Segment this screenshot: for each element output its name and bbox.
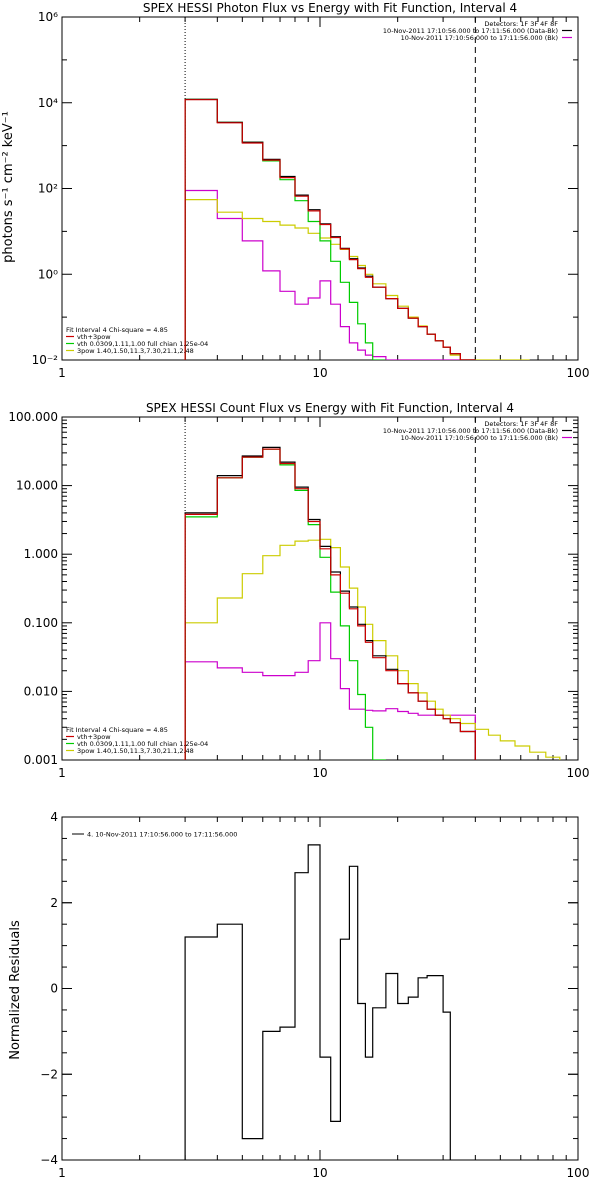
residuals-legend-text: 4. 10-Nov-2011 17:10:56.000 to 17:11:56.… [87,831,237,839]
photon-flux-title: SPEX HESSI Photon Flux vs Energy with Fi… [143,1,517,15]
count-flux-panel: SPEX HESSI Count Flux vs Energy with Fit… [8,401,589,780]
residuals-y-tick-label: 4 [50,810,58,824]
residuals-y-tick-label: −4 [40,1153,58,1167]
photon-flux-series-fit-total [184,99,476,360]
count-flux-info-line: Detectors: 1F 3F 4F 8F [484,420,558,428]
count-flux-y-tick-label: 100.000 [8,410,58,424]
photon-flux-y-tick-label: 10² [38,182,58,196]
count-flux-series-group [184,446,561,760]
count-flux-frame [61,416,579,761]
residuals-y-tick-label: 0 [50,982,58,996]
residuals-x-tick-label: 1 [58,1166,66,1180]
count-flux-series-data-minus-bk [184,446,476,760]
photon-flux-info-line: 10-Nov-2011 17:10:56.000 to 17:11:56.000… [383,27,558,35]
photon-flux-x-tick-label: 100 [567,366,590,380]
photon-flux-frame [61,16,579,361]
count-flux-title: SPEX HESSI Count Flux vs Energy with Fit… [146,401,514,415]
residuals-y-tick-label: 2 [50,896,58,910]
photon-flux-y-tick-label: 10⁶ [38,10,58,24]
count-flux-series-power-law-component [184,538,561,760]
count-flux-info-line: 10-Nov-2011 17:10:56.000 to 17:11:56.000… [383,427,558,435]
residuals-y-axis-label: Normalized Residuals [8,920,23,1060]
count-flux-fit-line: Fit Interval 4 Chi-square = 4.85 [66,726,168,734]
count-flux-series-fit-total [184,448,476,760]
count-flux-x-tick-label: 10 [312,766,327,780]
count-flux-fit-line: vth 0.0309,1.11,1.00 full chian 1.25e-04 [77,740,208,748]
photon-flux-info-line: 10-Nov-2011 17:10:56.000 to 17:11:56.000… [401,34,558,42]
count-flux-x-tick-label: 1 [58,766,66,780]
residuals-y-tick-label: −2 [40,1067,58,1081]
photon-flux-plot-area: 1 10 100 10⁻² 10⁰ 10² 10⁴ 10⁶ Detectors: 1F 3F 4… [32,10,590,380]
count-flux-y-tick-label: 0.010 [24,684,58,698]
residuals-plot-area: 1 10 100 −4 −2 0 2 4 [40,810,589,1180]
count-flux-y-tick-label: 0.100 [24,616,58,630]
photon-flux-y-axis-label: photons s⁻¹ cm⁻² keV⁻¹ [1,111,16,263]
photon-flux-series-power-law-component [184,199,530,360]
photon-flux-series-group [184,98,530,360]
count-flux-series-thermal-component [184,448,386,760]
residuals-series-group [184,844,451,1160]
count-flux-plot-area: 1 10 100 0.001 0.010 0.100 1.000 10.000 100.000 D… [8,410,589,780]
count-flux-x-tick-label: 100 [567,766,590,780]
photon-flux-fit-line: Fit Interval 4 Chi-square = 4.85 [66,326,168,334]
photon-flux-series-thermal-component [184,98,386,360]
count-flux-y-tick-label: 0.001 [24,753,58,767]
photon-flux-fit-line: 3pow 1.40,1.50,11.3,7.30,21.1,2.48 [77,347,194,355]
residuals-x-tick-label: 10 [312,1166,327,1180]
photon-flux-panel: SPEX HESSI Photon Flux vs Energy with Fi… [1,1,589,380]
count-flux-fit-line: vth+3pow [77,733,111,741]
photon-flux-y-tick-label: 10⁴ [38,96,58,110]
residuals-panel: 1 10 100 −4 −2 0 2 4 Normalized Residuals 4. 10… [8,810,589,1180]
photon-flux-x-tick-label: 10 [312,366,327,380]
count-flux-fit-line: 3pow 1.40,1.50,11.3,7.30,21.1,2.48 [77,747,194,755]
count-flux-info-line: 10-Nov-2011 17:10:56.000 to 17:11:56.000… [401,434,558,442]
count-flux-y-tick-label: 10.000 [16,479,58,493]
photon-flux-y-tick-label: 10⁻² [32,353,59,367]
photon-flux-info-line: Detectors: 1F 3F 4F 8F [484,20,558,28]
photon-flux-x-tick-label: 1 [58,366,66,380]
photon-flux-series-background [184,189,476,360]
count-flux-y-tick-label: 1.000 [24,547,58,561]
photon-flux-fit-line: vth+3pow [77,333,111,341]
residuals-x-tick-label: 100 [567,1166,590,1180]
photon-flux-fit-line: vth 0.0309,1.11,1.00 full chian 1.25e-04 [77,340,208,348]
photon-flux-y-tick-label: 10⁰ [38,267,58,281]
residuals-series-residual [184,844,451,1160]
count-flux-series-background [184,622,476,760]
